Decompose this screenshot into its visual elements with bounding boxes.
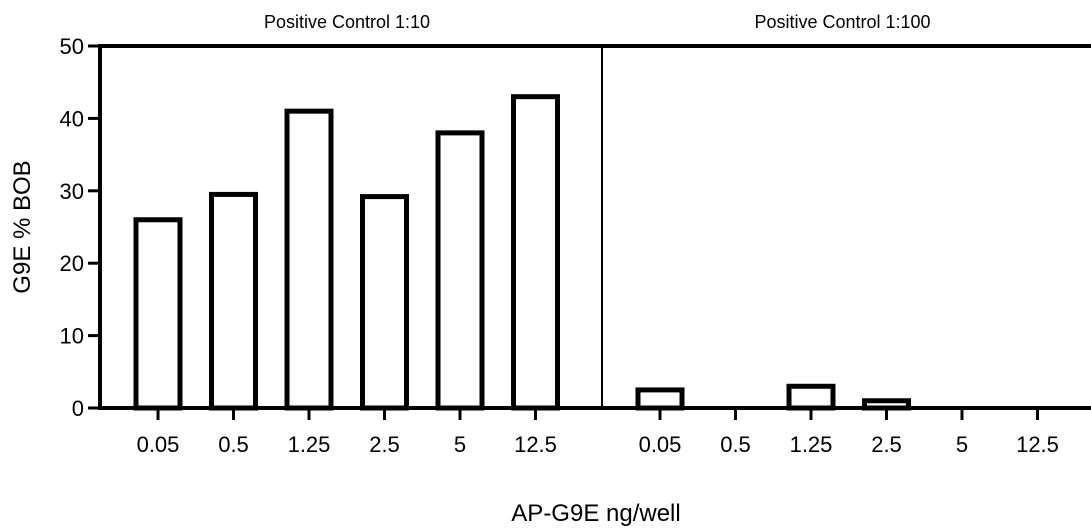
bars: [133, 94, 911, 411]
bar: [786, 383, 836, 411]
y-tick-label: 30: [60, 179, 84, 204]
x-tick-label: 2.5: [871, 432, 902, 457]
y-tick-label: 20: [60, 251, 84, 276]
bar: [635, 387, 685, 411]
bar: [209, 191, 258, 411]
bar: [133, 217, 183, 411]
y-tick-label: 40: [60, 106, 84, 131]
x-tick-label: 2.5: [369, 432, 400, 457]
bar: [511, 94, 560, 411]
x-axis-title: AP-G9E ng/well: [511, 500, 680, 527]
panel-title: Positive Control 1:100: [754, 12, 930, 32]
panel-title: Positive Control 1:10: [264, 12, 430, 32]
x-tick-label: 0.05: [639, 432, 682, 457]
bar: [862, 398, 911, 411]
y-axis-title: G9E % BOB: [9, 160, 36, 293]
bar: [360, 194, 409, 411]
y-tick-label: 50: [60, 34, 84, 59]
x-tick-label: 1.25: [790, 432, 833, 457]
x-tick-label: 12.5: [514, 432, 557, 457]
y-tick-label: 10: [60, 324, 84, 349]
x-tick-label: 12.5: [1016, 432, 1059, 457]
y-tick-label: 0: [72, 396, 84, 421]
bar: [284, 108, 334, 411]
bar: [435, 130, 485, 411]
x-tick-label: 0.5: [218, 432, 249, 457]
x-tick-label: 1.25: [288, 432, 331, 457]
x-tick-label: 5: [956, 432, 968, 457]
x-tick-label: 0.05: [137, 432, 180, 457]
x-tick-label: 0.5: [720, 432, 751, 457]
x-tick-label: 5: [454, 432, 466, 457]
labels: G9E % BOB AP-G9E ng/well 0 10 20 30 40 50 Posi…: [9, 12, 1059, 527]
